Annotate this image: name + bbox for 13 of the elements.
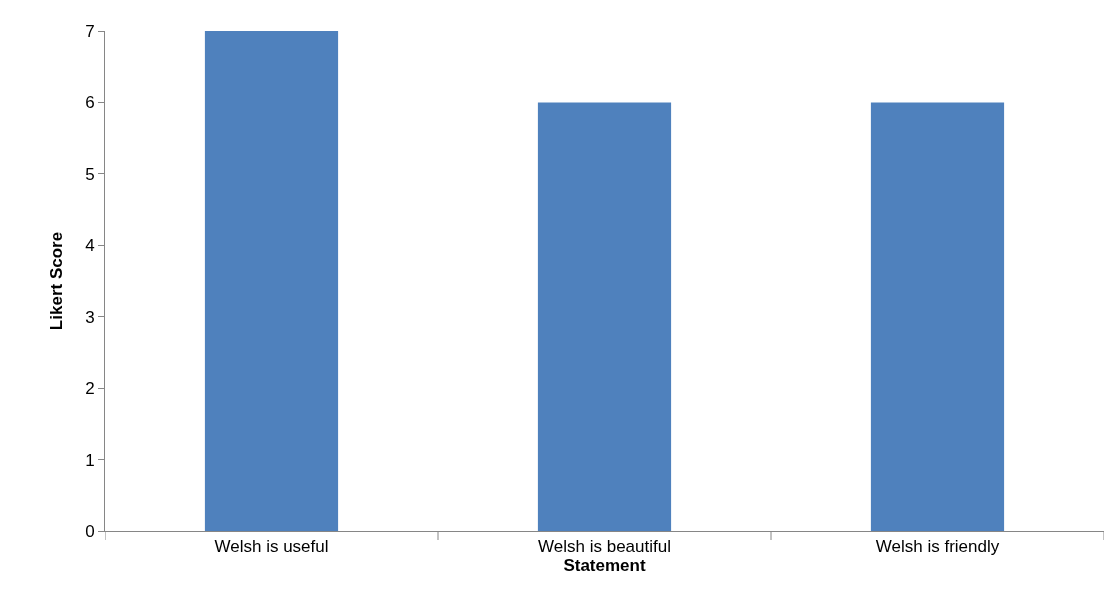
y-tick-label: 1: [85, 450, 95, 470]
y-tick-label: 0: [85, 521, 95, 541]
x-tick-label: Welsh is friendly: [875, 537, 1000, 557]
y-tick-label: 3: [85, 307, 95, 327]
x-tick-label: Welsh is useful: [214, 537, 329, 557]
y-tick-label: 7: [85, 21, 95, 41]
y-tick-label: 6: [85, 93, 95, 113]
y-axis-title: Likert Score: [46, 231, 66, 331]
y-tick-label: 2: [85, 379, 95, 399]
y-tick-label: 5: [85, 164, 95, 184]
x-axis-title: Statement: [563, 556, 646, 576]
y-tick-label: 4: [85, 236, 95, 256]
x-tick-label: Welsh is beautiful: [538, 537, 671, 557]
